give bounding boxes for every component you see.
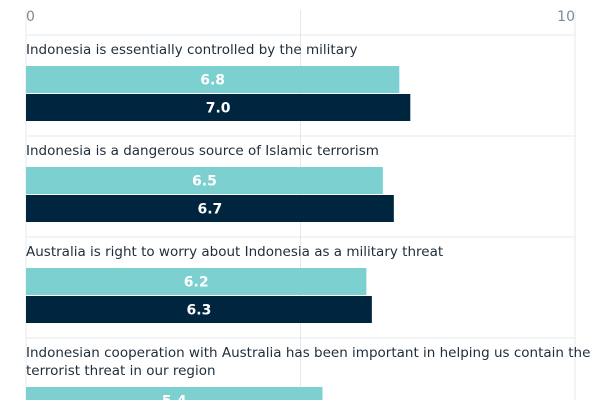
bar xyxy=(26,167,383,194)
data-label: 6.2 xyxy=(184,275,209,291)
data-label: 7.0 xyxy=(206,101,231,117)
category-label: Indonesian cooperation with Australia ha… xyxy=(26,345,590,361)
category-label: Indonesia is a dangerous source of Islam… xyxy=(26,143,379,159)
bar xyxy=(26,268,367,295)
data-label: 6.3 xyxy=(187,303,212,319)
bar xyxy=(26,195,394,222)
bar xyxy=(26,296,372,323)
bar xyxy=(26,66,400,93)
x-tick-label: 10 xyxy=(557,9,575,25)
x-tick-label: 0 xyxy=(26,9,35,25)
category-label: Australia is right to worry about Indone… xyxy=(26,244,443,260)
bar xyxy=(26,94,411,121)
data-label: 6.5 xyxy=(192,174,217,190)
data-label: 5.4 xyxy=(162,394,187,400)
data-label: 6.7 xyxy=(198,202,223,218)
category-label: Indonesia is essentially controlled by t… xyxy=(26,42,358,58)
bar xyxy=(26,387,323,400)
category-label: terrorist threat in our region xyxy=(26,363,216,379)
data-label: 6.8 xyxy=(200,73,225,89)
